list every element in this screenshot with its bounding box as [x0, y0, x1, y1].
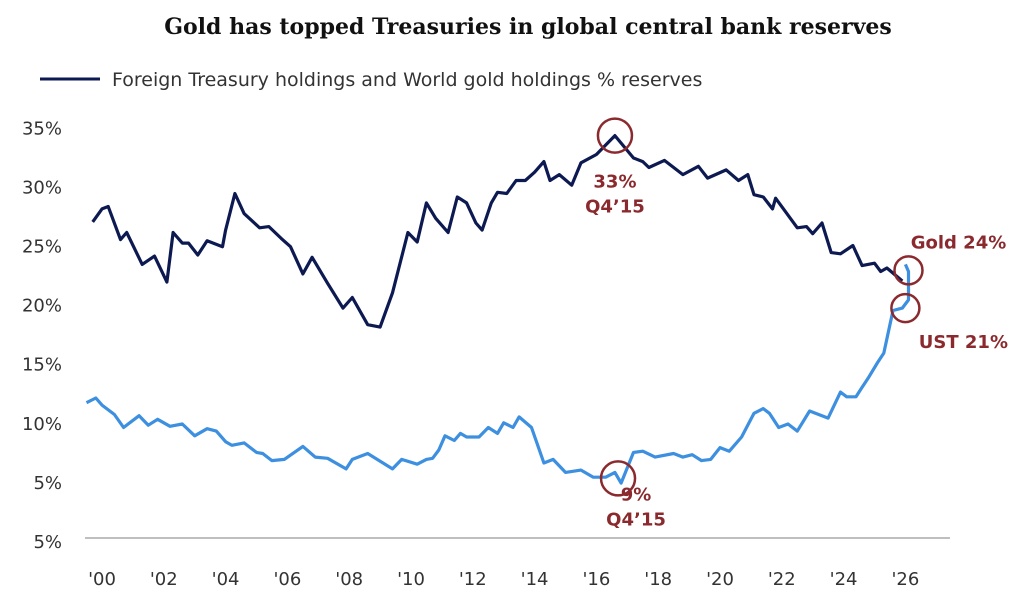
y-tick-label: 15% [22, 355, 62, 376]
y-tick-label: 5% [33, 532, 62, 553]
x-tick-label: '16 [582, 569, 610, 590]
annotation-label: Gold 24% [911, 232, 1007, 253]
series-line-treasury [91, 134, 904, 329]
x-tick-label: '10 [397, 569, 425, 590]
annotation-circle [890, 292, 921, 324]
x-tick-label: '12 [459, 569, 487, 590]
annotation-label: Q4’15 [585, 197, 645, 218]
x-tick-label: '26 [891, 569, 919, 590]
legend-label: Foreign Treasury holdings and World gold… [112, 69, 702, 91]
x-tick-label: '06 [273, 569, 301, 590]
series-group [85, 134, 911, 485]
x-tick-label: '00 [88, 569, 116, 590]
legend: Foreign Treasury holdings and World gold… [40, 69, 702, 91]
y-tick-label: 5% [33, 473, 62, 494]
y-tick-label: 35% [22, 118, 62, 139]
annotation-label: 33% [593, 172, 636, 193]
y-axis: 35% 30% 25% 20% 15% 10% 5% 5% [22, 118, 62, 553]
chart-title: Gold has topped Treasuries in global cen… [164, 14, 892, 40]
x-tick-label: '24 [830, 569, 858, 590]
annotations: 33% Q4’15 9% Q4’15 Gold 24% UST 21% [585, 117, 1008, 530]
y-tick-label: 20% [22, 296, 62, 317]
annotation-circle [596, 117, 634, 154]
y-tick-label: 10% [22, 414, 62, 435]
x-tick-label: '02 [150, 569, 178, 590]
annotation-circle [599, 460, 637, 497]
annotation-label: Q4’15 [606, 509, 666, 530]
x-tick-label: '04 [212, 569, 240, 590]
x-tick-label: '22 [768, 569, 796, 590]
x-tick-label: '18 [644, 569, 672, 590]
x-tick-label: '08 [335, 569, 363, 590]
y-tick-label: 25% [22, 237, 62, 258]
x-axis: '00 '02 '04 '06 '08 '10 '12 '14 '16 '18 '20 '22 '24 '… [88, 569, 919, 590]
annotation-label: 9% [621, 484, 652, 505]
annotation-label: UST 21% [919, 332, 1008, 353]
annotation-circle [893, 255, 924, 286]
y-tick-label: 30% [22, 177, 62, 198]
series-line-gold [85, 263, 911, 485]
x-tick-label: '20 [706, 569, 734, 590]
x-tick-label: '14 [521, 569, 549, 590]
